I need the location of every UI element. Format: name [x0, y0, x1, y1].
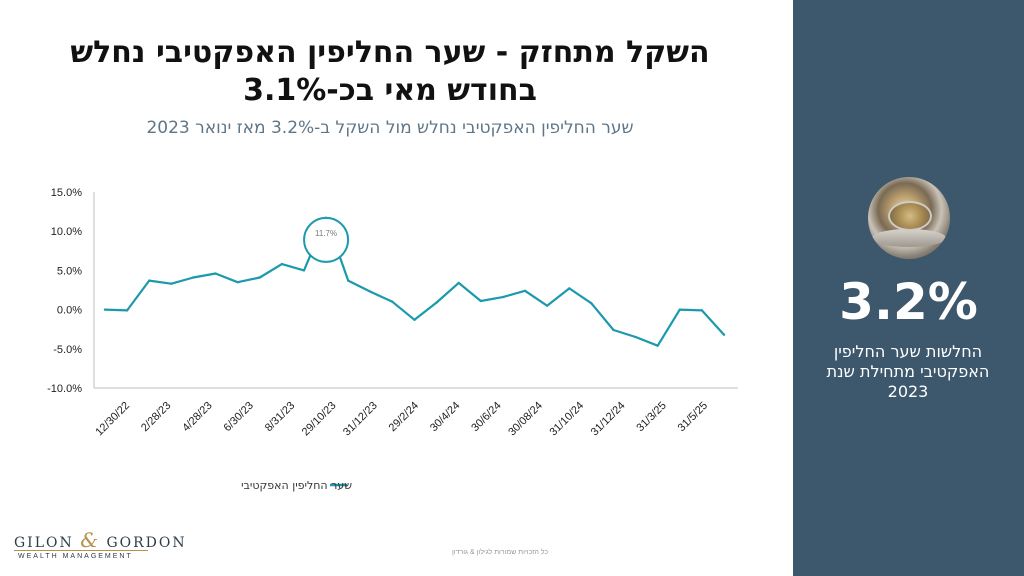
highlight-description: החלשות שער החליפין האפקטיבי מתחילת שנת 2…	[826, 342, 990, 401]
data-point	[568, 287, 571, 290]
y-tick-label: 5.0%	[57, 265, 82, 277]
data-point	[103, 308, 107, 311]
logo-name-right: GORDON	[106, 535, 187, 551]
y-tick-label: 0.0%	[57, 305, 82, 317]
data-point	[700, 309, 704, 312]
data-point	[656, 344, 659, 347]
annotation-circle	[303, 216, 350, 263]
x-tick-label: 30/08/24	[506, 400, 545, 439]
x-tick-label: 31/12/24	[589, 400, 628, 439]
series-line	[104, 216, 725, 347]
data-point	[590, 302, 593, 305]
annotation-label: 11.7%	[315, 229, 337, 238]
x-tick-label: 31/5/25	[676, 400, 710, 434]
data-point	[170, 282, 173, 285]
data-point	[236, 280, 239, 284]
x-tick-label: 31/10/24	[547, 400, 586, 439]
x-tick-label: 8/31/23	[263, 400, 297, 434]
data-point	[612, 328, 615, 332]
data-point	[280, 262, 284, 266]
x-tick-label: 4/28/23	[180, 400, 214, 434]
logo-divider	[14, 550, 148, 551]
y-tick-label: 15.0%	[51, 187, 82, 199]
page-title: השקל מתחזק - שער החליפין האפקטיבי נחלש ב…	[70, 35, 710, 108]
data-point	[479, 299, 483, 303]
x-tick-label: 30/6/24	[469, 400, 503, 434]
data-point	[501, 295, 505, 299]
x-tick-label: 29/10/23	[300, 400, 339, 439]
data-point	[125, 309, 129, 312]
logo-tagline: WEALTH MANAGEMENT	[18, 553, 133, 560]
company-logo: GILON & GORDON	[14, 528, 187, 552]
data-point	[192, 276, 195, 279]
data-point	[302, 269, 306, 272]
data-point	[722, 333, 726, 336]
data-point	[457, 281, 460, 285]
coins-image	[868, 177, 950, 259]
logo-ampersand: &	[80, 528, 101, 552]
copyright-footer: כל הזכויות שמורות לגילון & גורדון	[451, 549, 549, 556]
data-point	[523, 289, 527, 292]
data-point	[413, 318, 416, 321]
data-point	[148, 279, 151, 282]
data-point	[346, 279, 350, 282]
x-tick-label: 6/30/23	[222, 400, 256, 434]
x-tick-label: 2/28/23	[139, 400, 173, 434]
data-point	[545, 304, 549, 307]
data-point	[369, 290, 372, 293]
data-point	[435, 301, 438, 304]
y-tick-label: -10.0%	[47, 383, 82, 395]
data-point	[391, 300, 394, 303]
legend-label: שער החליפין האפקטיבי	[241, 479, 352, 492]
data-point	[214, 272, 217, 275]
x-tick-label: 31/3/25	[634, 400, 668, 434]
x-tick-label: 12/30/22	[93, 400, 132, 439]
x-tick-label: 31/12/23	[341, 400, 380, 439]
x-tick-label: 29/2/24	[387, 400, 421, 434]
side-panel	[793, 0, 1024, 576]
x-tick-label: 30/4/24	[428, 400, 462, 434]
data-point	[634, 335, 637, 339]
logo-name-left: GILON	[14, 535, 74, 551]
y-tick-label: -5.0%	[53, 344, 82, 356]
y-tick-label: 10.0%	[51, 226, 82, 238]
data-point	[678, 308, 681, 311]
data-point	[258, 276, 261, 279]
chart-subtitle: שער החליפין האפקטיבי נחלש מול השקל ב-3.2…	[146, 118, 634, 138]
highlight-value: 3.2%	[839, 273, 978, 331]
line-chart: -10.0% -5.0% 0.0% 5.0% 10.0% 15.0% 12/30/22 2/…	[47, 187, 738, 492]
